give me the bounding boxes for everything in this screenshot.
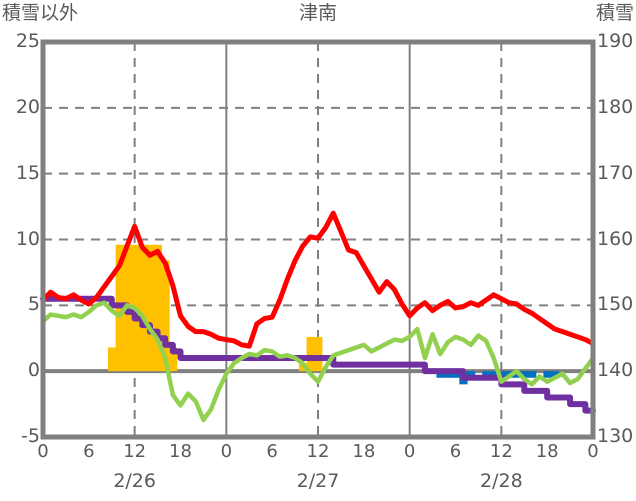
left-axis-tick: 5 [27,293,40,316]
x-axis-tick: 6 [266,441,278,462]
right-axis-tick: 130 [597,425,634,447]
x-axis-tick: 0 [220,441,233,462]
x-axis-tick: 6 [449,441,462,462]
x-axis-tick: 12 [123,441,147,462]
left-axis-tick: 10 [15,227,40,250]
x-axis-tick: 12 [489,441,513,462]
x-axis-tick: 0 [587,441,599,462]
axis-frame [40,39,596,440]
x-axis-tick: 6 [83,441,95,462]
left-axis-tick: 0 [27,359,40,382]
x-axis-tick: 18 [169,441,192,462]
left-axis-tick: 20 [15,95,40,118]
x-axis-tick: 18 [352,441,376,462]
x-axis-tick: 12 [306,441,330,462]
data-series [40,210,596,423]
right-axis-title: 積雪 [595,2,634,24]
right-axis-tick: 170 [597,161,634,184]
x-axis-tick: 18 [535,441,559,462]
left-axis-title: 積雪以外 [2,2,79,24]
left-axis-tick: 25 [15,30,40,52]
right-axis-tick: 190 [597,30,634,52]
x-axis-day-label: 2/26 [113,470,156,492]
right-axis-tick: 180 [597,95,634,118]
right-axis-tick: 150 [597,293,634,316]
x-axis-tick: 0 [37,441,49,462]
x-axis-tick: 0 [403,441,416,462]
x-axis-day-label: 2/28 [479,470,523,492]
left-axis-tick: 15 [15,161,40,184]
right-axis-tick: 140 [597,359,634,382]
chart-title: 津南 [298,2,337,24]
x-axis-day-label: 2/27 [296,470,340,492]
left-axis-tick: -5 [21,425,40,447]
right-axis-tick: 160 [597,227,634,250]
